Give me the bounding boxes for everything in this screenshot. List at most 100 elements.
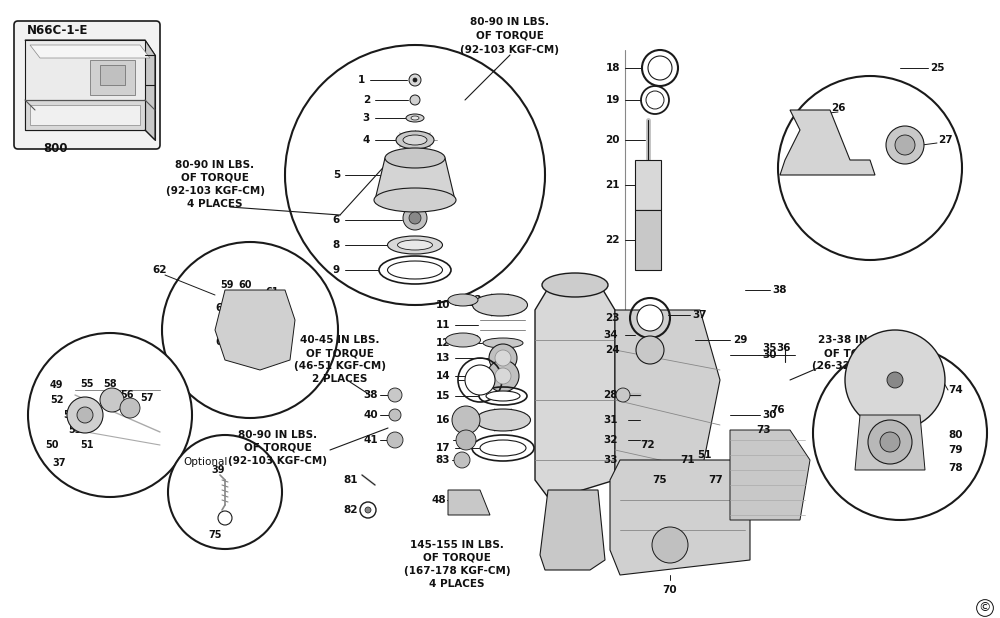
Text: 51: 51 — [80, 440, 94, 450]
Text: N66C-1-E: N66C-1-E — [27, 23, 88, 36]
Polygon shape — [610, 460, 750, 575]
Text: 35: 35 — [762, 343, 776, 353]
Text: 19: 19 — [606, 95, 620, 105]
Text: (92-103 KGF-CM): (92-103 KGF-CM) — [460, 45, 560, 55]
Text: 26: 26 — [831, 103, 845, 113]
Text: 22: 22 — [606, 235, 620, 245]
Polygon shape — [215, 290, 295, 370]
Circle shape — [168, 435, 282, 549]
Text: 82: 82 — [344, 505, 358, 515]
Text: 6: 6 — [333, 215, 340, 225]
Text: 79: 79 — [948, 445, 962, 455]
Text: 60: 60 — [238, 280, 252, 290]
Text: 41: 41 — [363, 435, 378, 445]
Text: 4 PLACES: 4 PLACES — [187, 199, 243, 209]
Text: 34: 34 — [603, 330, 618, 340]
Ellipse shape — [374, 188, 456, 212]
Text: OF TORQUE: OF TORQUE — [423, 553, 491, 563]
Text: 80-90 IN LBS.: 80-90 IN LBS. — [175, 160, 255, 170]
Text: 70: 70 — [663, 585, 677, 595]
Text: 25: 25 — [930, 63, 944, 73]
Circle shape — [389, 409, 401, 421]
Text: 80-90 IN LBS.: 80-90 IN LBS. — [470, 17, 550, 27]
Circle shape — [409, 212, 421, 224]
Text: 74: 74 — [948, 385, 963, 395]
Ellipse shape — [480, 440, 526, 456]
Text: 65: 65 — [215, 303, 228, 313]
Text: 77: 77 — [708, 475, 723, 485]
Ellipse shape — [398, 240, 432, 250]
Text: 39: 39 — [211, 465, 225, 475]
Text: 23: 23 — [606, 313, 620, 323]
Text: OF TORQUE: OF TORQUE — [306, 348, 374, 358]
Text: 14: 14 — [435, 371, 450, 381]
Circle shape — [652, 527, 688, 563]
Circle shape — [456, 430, 476, 450]
Polygon shape — [145, 40, 155, 140]
Polygon shape — [25, 40, 155, 55]
Text: (92-103 KGF-CM): (92-103 KGF-CM) — [228, 456, 328, 466]
Ellipse shape — [886, 126, 924, 164]
Circle shape — [778, 76, 962, 260]
Polygon shape — [30, 45, 150, 58]
Text: 83: 83 — [436, 455, 450, 465]
Ellipse shape — [388, 261, 442, 279]
Circle shape — [880, 432, 900, 452]
Text: 15: 15 — [436, 391, 450, 401]
Text: 57: 57 — [140, 393, 154, 403]
Text: 12: 12 — [82, 405, 96, 415]
Text: 37: 37 — [692, 310, 707, 320]
Text: 31: 31 — [604, 415, 618, 425]
Text: 53: 53 — [68, 425, 82, 435]
Ellipse shape — [542, 273, 608, 297]
Text: 20: 20 — [606, 135, 620, 145]
Text: 40: 40 — [363, 410, 378, 420]
Text: 51: 51 — [697, 450, 712, 460]
Polygon shape — [448, 490, 490, 515]
Text: 12: 12 — [436, 338, 450, 348]
Text: 68: 68 — [240, 353, 254, 363]
Circle shape — [120, 398, 140, 418]
Text: 17: 17 — [435, 443, 450, 453]
Ellipse shape — [446, 333, 480, 347]
Polygon shape — [535, 285, 615, 500]
Text: 36: 36 — [776, 343, 790, 353]
Circle shape — [489, 344, 517, 372]
Text: 23-38 IN LBS.: 23-38 IN LBS. — [818, 335, 898, 345]
Text: 18: 18 — [606, 63, 620, 73]
Text: 58: 58 — [103, 379, 117, 389]
Circle shape — [365, 507, 371, 513]
Text: 61: 61 — [265, 287, 278, 297]
Text: 11: 11 — [436, 320, 450, 330]
Text: 2: 2 — [363, 95, 370, 105]
Text: 45: 45 — [455, 415, 470, 425]
Circle shape — [388, 388, 402, 402]
Text: 55: 55 — [80, 379, 94, 389]
Text: 32: 32 — [604, 435, 618, 445]
Text: 80-90 IN LBS.: 80-90 IN LBS. — [238, 430, 318, 440]
Ellipse shape — [406, 114, 424, 122]
Text: 29: 29 — [733, 335, 747, 345]
Text: (26-32 KGF-CM): (26-32 KGF-CM) — [812, 361, 904, 371]
Text: 52: 52 — [50, 395, 64, 405]
Polygon shape — [375, 158, 455, 200]
Circle shape — [646, 91, 664, 109]
Text: 33: 33 — [604, 455, 618, 465]
Text: 63: 63 — [232, 305, 246, 315]
Ellipse shape — [388, 236, 442, 254]
Text: 62: 62 — [152, 265, 166, 275]
FancyBboxPatch shape — [14, 21, 160, 149]
Circle shape — [845, 330, 945, 430]
Ellipse shape — [476, 409, 530, 431]
Circle shape — [495, 350, 511, 366]
Text: 81: 81 — [344, 475, 358, 485]
Circle shape — [162, 242, 338, 418]
Circle shape — [636, 336, 664, 364]
Ellipse shape — [473, 294, 528, 316]
Text: Optional: Optional — [183, 457, 227, 467]
Text: (46-51 KGF-CM): (46-51 KGF-CM) — [294, 361, 386, 371]
Text: 42: 42 — [467, 295, 482, 305]
Text: 16: 16 — [436, 415, 450, 425]
Polygon shape — [25, 100, 145, 130]
Polygon shape — [855, 415, 925, 470]
